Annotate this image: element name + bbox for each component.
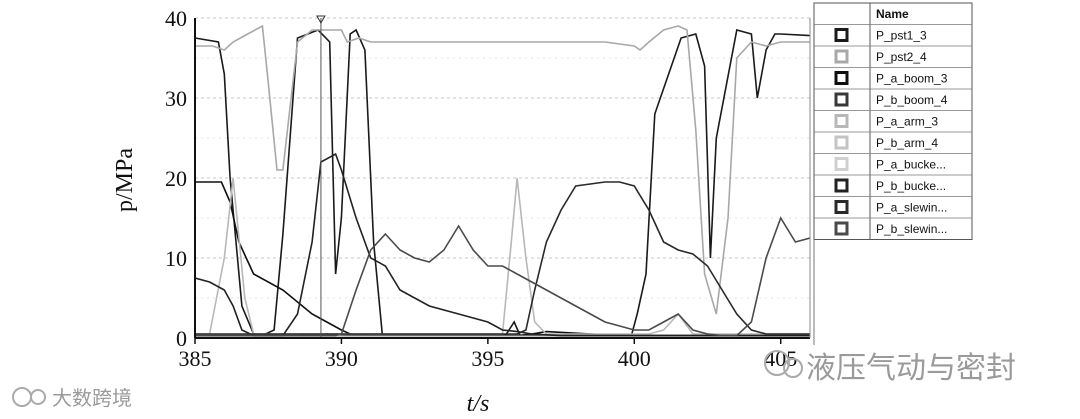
legend-entry: P_pst1_3 <box>876 29 927 43</box>
x-axis-title: t/s <box>467 391 490 417</box>
legend-swatch <box>834 71 849 85</box>
legend-entry: P_a_boom_3 <box>876 72 948 86</box>
legend-entry: P_b_arm_4 <box>876 136 938 150</box>
watermark-right: 液压气动与密封 <box>764 350 1016 386</box>
y-tick-label: 0 <box>176 326 187 351</box>
grid-lines <box>195 17 810 299</box>
legend-swatch <box>834 28 849 42</box>
legend-swatch <box>834 92 849 107</box>
series-lines <box>195 15 810 338</box>
legend-entry: P_a_slewin... <box>876 201 947 215</box>
series-line-10 <box>195 216 810 337</box>
series-line-1 <box>195 28 810 337</box>
legend-swatch <box>834 200 849 214</box>
watermark-chat-icon <box>764 350 790 376</box>
cursor-handle-icon <box>316 15 326 25</box>
legend-entry: P_b_slewin... <box>876 222 947 236</box>
x-tick-label: 385 <box>179 346 212 371</box>
watermark-left-text: 大数跨境 <box>52 386 132 410</box>
x-tick-label: 395 <box>471 346 504 371</box>
x-tick-label: 390 <box>325 346 358 371</box>
watermark-right-text: 液压气动与密封 <box>806 351 1016 386</box>
x-tick-label: 400 <box>618 346 651 371</box>
legend-entry: P_pst2_4 <box>876 50 927 64</box>
legend: Name P_pst1_3 P_pst2_4 P_a_boom_3 P_b_boom_4… <box>813 2 973 345</box>
series-line-9 <box>195 181 810 335</box>
y-tick-label: 40 <box>165 6 187 31</box>
x-ticks: 385 390 395 400 405 <box>179 338 797 371</box>
legend-entry: P_a_arm_3 <box>876 115 938 129</box>
legend-header: Name <box>876 7 909 21</box>
series-line-5 <box>195 177 810 335</box>
legend-swatch <box>834 114 849 128</box>
legend-entry: P_b_boom_4 <box>876 93 948 107</box>
legend-swatch <box>834 221 849 236</box>
y-tick-label: 10 <box>165 246 187 271</box>
watermark-left: 大数跨境 <box>12 386 132 410</box>
legend-swatch <box>834 178 849 193</box>
legend-entry: P_a_bucke... <box>876 158 946 172</box>
legend-swatch <box>834 49 849 64</box>
axes <box>194 18 811 339</box>
y-tick-label: 30 <box>165 86 187 111</box>
legend-swatch <box>834 135 849 150</box>
legend-entry: P_b_bucke... <box>876 179 946 193</box>
series-line-2 <box>195 24 810 315</box>
y-axis-title: p/MPa <box>112 148 138 212</box>
legend-swatch <box>834 157 849 171</box>
y-ticks: 0 10 20 30 40 <box>165 6 187 351</box>
y-tick-label: 20 <box>165 166 187 191</box>
series-line-3 <box>195 181 810 337</box>
watermark-logo-icon <box>12 387 32 407</box>
